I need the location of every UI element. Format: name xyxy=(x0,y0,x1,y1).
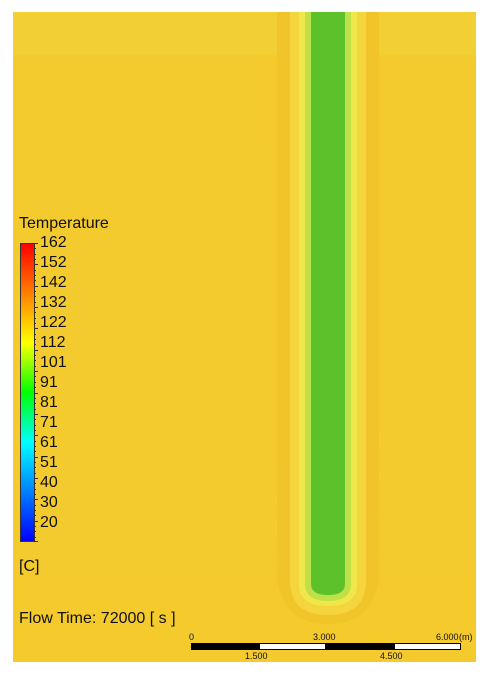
temperature-contour-viewport[interactable]: Temperature 162 152 142 132 122 112 101 … xyxy=(13,12,476,662)
legend-label: 142 xyxy=(40,274,67,291)
legend-minor-tick xyxy=(34,446,36,447)
legend-minor-tick xyxy=(34,403,36,404)
legend-major-tick xyxy=(34,307,38,308)
legend-label: 40 xyxy=(40,474,58,491)
legend-minor-tick xyxy=(34,344,36,345)
scale-label-3000: 3.000 xyxy=(313,632,336,642)
scale-unit: (m) xyxy=(459,632,473,642)
legend-minor-tick xyxy=(34,296,36,297)
scale-label-6000: 6.000 xyxy=(436,632,459,642)
legend-labels: 162 152 142 132 122 112 101 91 81 71 61 … xyxy=(40,235,100,563)
legend-label: 101 xyxy=(40,354,67,371)
legend-minor-tick xyxy=(34,270,36,271)
flow-time-label: Flow Time: xyxy=(19,610,97,627)
legend-major-tick xyxy=(34,264,38,265)
legend-minor-tick xyxy=(34,425,36,426)
legend-color-bar xyxy=(20,243,35,542)
legend-minor-tick xyxy=(34,526,36,527)
legend-major-tick xyxy=(34,435,38,436)
legend-label: 30 xyxy=(40,494,58,511)
legend-major-tick xyxy=(34,350,38,351)
legend-minor-tick xyxy=(34,441,36,442)
legend-minor-tick xyxy=(34,515,36,516)
legend-minor-tick xyxy=(34,360,36,361)
temperature-contour-plot xyxy=(13,12,476,624)
right-warm-zone xyxy=(379,55,476,572)
legend-minor-tick xyxy=(34,259,36,260)
legend-major-tick xyxy=(34,521,38,522)
legend-unit: [C] xyxy=(19,558,40,575)
legend-label: 112 xyxy=(40,334,66,351)
scale-segment-dark xyxy=(326,643,394,650)
legend-minor-tick xyxy=(34,355,36,356)
legend-label: 91 xyxy=(40,374,58,391)
legend-minor-tick xyxy=(34,366,36,367)
scale-label-4500: 4.500 xyxy=(380,651,403,661)
legend-major-tick xyxy=(34,414,38,415)
legend-label: 61 xyxy=(40,434,58,451)
legend-label: 71 xyxy=(40,414,58,431)
legend-label: 122 xyxy=(40,314,67,331)
legend-minor-tick xyxy=(34,312,36,313)
legend-minor-tick xyxy=(34,489,36,490)
legend-minor-tick xyxy=(34,473,36,474)
legend-minor-tick xyxy=(34,467,36,468)
legend-minor-tick xyxy=(34,451,36,452)
legend-major-tick xyxy=(34,286,38,287)
scale-label-0: 0 xyxy=(189,632,195,642)
legend-minor-tick xyxy=(34,275,36,276)
legend-label: 152 xyxy=(40,254,67,271)
legend-tick-marks xyxy=(34,243,38,542)
legend-major-tick xyxy=(34,243,38,244)
legend-minor-tick xyxy=(34,248,36,249)
legend-minor-tick xyxy=(34,409,36,410)
legend-major-tick xyxy=(34,393,38,394)
legend-label: 20 xyxy=(40,514,58,531)
top-region xyxy=(13,12,476,55)
legend-minor-tick xyxy=(34,334,36,335)
borehole-core xyxy=(311,12,345,595)
legend-minor-tick xyxy=(34,254,36,255)
legend-minor-tick xyxy=(34,430,36,431)
legend-minor-tick xyxy=(34,398,36,399)
legend-major-tick xyxy=(34,371,38,372)
legend-minor-tick xyxy=(34,291,36,292)
legend-label: 132 xyxy=(40,294,67,311)
legend-label: 81 xyxy=(40,394,58,411)
legend-major-tick xyxy=(34,499,38,500)
legend-minor-tick xyxy=(34,531,36,532)
scale-segment-dark xyxy=(191,643,259,650)
legend-minor-tick xyxy=(34,510,36,511)
legend-minor-tick xyxy=(34,323,36,324)
flow-time-value: 72000 [ s ] xyxy=(100,610,176,627)
legend-major-tick xyxy=(34,478,38,479)
legend-minor-tick xyxy=(34,339,36,340)
legend-label: 162 xyxy=(40,234,67,251)
legend-minor-tick xyxy=(34,462,36,463)
scale-label-1500: 1.500 xyxy=(245,651,268,661)
legend-label: 51 xyxy=(40,454,58,471)
legend-minor-tick xyxy=(34,505,36,506)
legend-minor-tick xyxy=(34,302,36,303)
legend-minor-tick xyxy=(34,494,36,495)
scale-bar: 0 3.000 6.000 (m) 1.500 4.500 xyxy=(13,632,476,662)
legend-major-tick xyxy=(34,541,38,542)
legend-minor-tick xyxy=(34,318,36,319)
legend-minor-tick xyxy=(34,387,36,388)
scale-segment-light xyxy=(259,643,326,650)
legend-major-tick xyxy=(34,457,38,458)
left-warm-zone xyxy=(13,55,276,572)
legend-minor-tick xyxy=(34,537,36,538)
legend-minor-tick xyxy=(34,419,36,420)
legend-major-tick xyxy=(34,328,38,329)
scale-segment-light xyxy=(394,643,461,650)
legend-minor-tick xyxy=(34,376,36,377)
legend-title: Temperature xyxy=(19,215,109,232)
legend-minor-tick xyxy=(34,280,36,281)
flow-time-readout: Flow Time: 72000 [ s ] xyxy=(19,610,176,628)
legend-minor-tick xyxy=(34,483,36,484)
legend-minor-tick xyxy=(34,382,36,383)
